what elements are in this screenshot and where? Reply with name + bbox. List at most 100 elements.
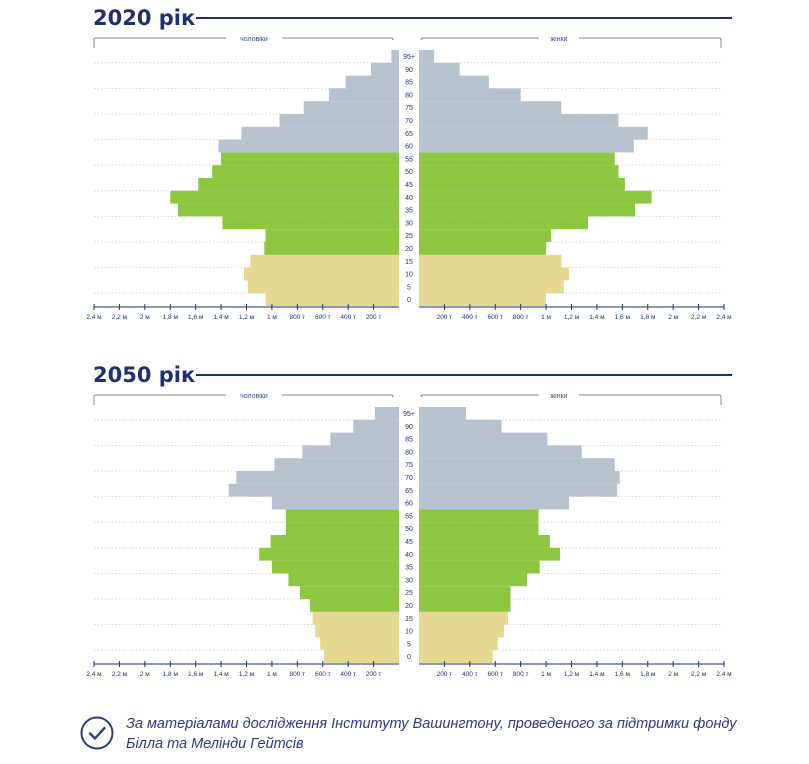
bar-men-15 xyxy=(250,254,399,268)
bar-men-65 xyxy=(228,483,399,497)
bar-men-75 xyxy=(303,101,399,114)
age-label: 50 xyxy=(405,526,413,533)
x-tick-label: 1,6 м xyxy=(615,314,631,321)
age-label: 30 xyxy=(405,220,413,227)
x-tick-label: 2,4 м xyxy=(86,671,102,678)
bar-men-10 xyxy=(315,624,399,638)
x-tick-label: 600 т xyxy=(315,314,331,321)
bar-men-55 xyxy=(221,152,399,166)
bar-women-5 xyxy=(419,637,498,651)
bar-women-60 xyxy=(419,496,569,510)
age-label: 40 xyxy=(405,195,413,202)
x-tick-label: 200 т xyxy=(366,314,382,321)
age-label: 60 xyxy=(405,501,413,508)
x-tick-label: 2 м xyxy=(668,314,678,321)
bar-women-85 xyxy=(419,432,548,446)
x-tick-label: 1,4 м xyxy=(589,671,605,678)
x-tick-label: 1,6 м xyxy=(188,314,204,321)
age-label: 5 xyxy=(407,641,411,648)
age-label: 80 xyxy=(405,449,413,456)
age-label: 95+ xyxy=(403,54,415,61)
x-tick-label: 1,8 м xyxy=(163,671,179,678)
bar-women-0 xyxy=(419,293,547,306)
x-tick-label: 1 м xyxy=(541,671,551,678)
chart-title-2050: 2050 рік xyxy=(93,363,196,387)
age-label: 65 xyxy=(405,131,413,138)
bracket-left xyxy=(93,394,394,405)
title-rule-2020 xyxy=(196,17,732,19)
bar-women-40 xyxy=(419,190,652,204)
bar-men-85 xyxy=(330,432,399,446)
bar-men-50 xyxy=(285,522,399,535)
bar-men-80 xyxy=(329,88,399,102)
bar-women-70 xyxy=(419,471,620,484)
check-circle-icon xyxy=(80,716,114,750)
bar-women-5 xyxy=(419,280,564,294)
bar-men-95+ xyxy=(374,407,399,420)
bar-men-40 xyxy=(259,547,399,561)
chart-title-2020: 2020 рік xyxy=(93,6,196,30)
bar-men-35 xyxy=(271,560,399,574)
bracket-left xyxy=(93,37,394,48)
age-label: 95+ xyxy=(403,411,415,418)
bar-men-95+ xyxy=(391,50,399,63)
side-label-women: жінки xyxy=(550,393,567,400)
title-rule-2050 xyxy=(196,374,732,376)
x-tick-label: 1,6 м xyxy=(615,671,631,678)
bar-women-35 xyxy=(419,560,540,574)
age-label: 75 xyxy=(405,105,413,112)
age-label: 35 xyxy=(405,565,413,572)
age-label: 5 xyxy=(407,284,411,291)
bar-men-80 xyxy=(302,445,399,459)
age-label: 45 xyxy=(405,182,413,189)
label-bg-left xyxy=(226,393,282,400)
bar-women-15 xyxy=(419,611,508,625)
bar-women-25 xyxy=(419,586,511,599)
bar-women-75 xyxy=(419,101,562,114)
age-label: 50 xyxy=(405,169,413,176)
x-tick-label: 600 т xyxy=(487,671,503,678)
age-label: 15 xyxy=(405,616,413,623)
x-tick-label: 2,2 м xyxy=(691,671,707,678)
bar-women-45 xyxy=(419,178,625,191)
bar-women-55 xyxy=(419,152,615,166)
bar-men-85 xyxy=(345,75,399,89)
x-tick-label: 1,8 м xyxy=(640,671,656,678)
bar-men-70 xyxy=(236,471,399,484)
age-label: 85 xyxy=(405,437,413,444)
label-bg-right xyxy=(539,36,579,43)
bar-women-80 xyxy=(419,88,521,102)
bar-women-40 xyxy=(419,547,561,561)
bar-women-45 xyxy=(419,535,550,548)
bar-women-80 xyxy=(419,445,582,459)
bar-men-20 xyxy=(264,242,399,255)
bar-women-35 xyxy=(419,203,635,217)
age-label: 70 xyxy=(405,118,413,125)
age-label: 65 xyxy=(405,488,413,495)
bar-men-70 xyxy=(279,114,399,127)
age-label: 60 xyxy=(405,144,413,151)
age-label: 90 xyxy=(405,424,413,431)
bar-women-65 xyxy=(419,126,648,140)
bar-women-90 xyxy=(419,419,502,433)
x-tick-label: 1,4 м xyxy=(213,314,229,321)
x-tick-label: 1,2 м xyxy=(239,671,255,678)
x-tick-label: 2 м xyxy=(140,671,150,678)
bar-men-35 xyxy=(177,203,399,217)
bar-women-70 xyxy=(419,114,619,127)
age-label: 10 xyxy=(405,272,413,279)
bar-men-25 xyxy=(265,229,399,242)
bar-men-5 xyxy=(247,280,399,294)
x-tick-label: 1,4 м xyxy=(213,671,229,678)
bar-men-65 xyxy=(241,126,399,140)
age-label: 90 xyxy=(405,67,413,74)
x-tick-label: 400 т xyxy=(462,314,478,321)
bar-men-15 xyxy=(312,611,399,625)
age-label: 15 xyxy=(405,259,413,266)
x-tick-label: 200 т xyxy=(366,671,382,678)
x-tick-label: 1,2 м xyxy=(564,314,580,321)
pyramid-chart-2050: чоловіки жінки 0 5 10 15 20 25 30 35 40 45 50 55 60 65 7… xyxy=(86,393,732,678)
x-tick-label: 200 т xyxy=(437,671,453,678)
x-tick-label: 1,8 м xyxy=(640,314,656,321)
bar-men-30 xyxy=(288,573,399,587)
